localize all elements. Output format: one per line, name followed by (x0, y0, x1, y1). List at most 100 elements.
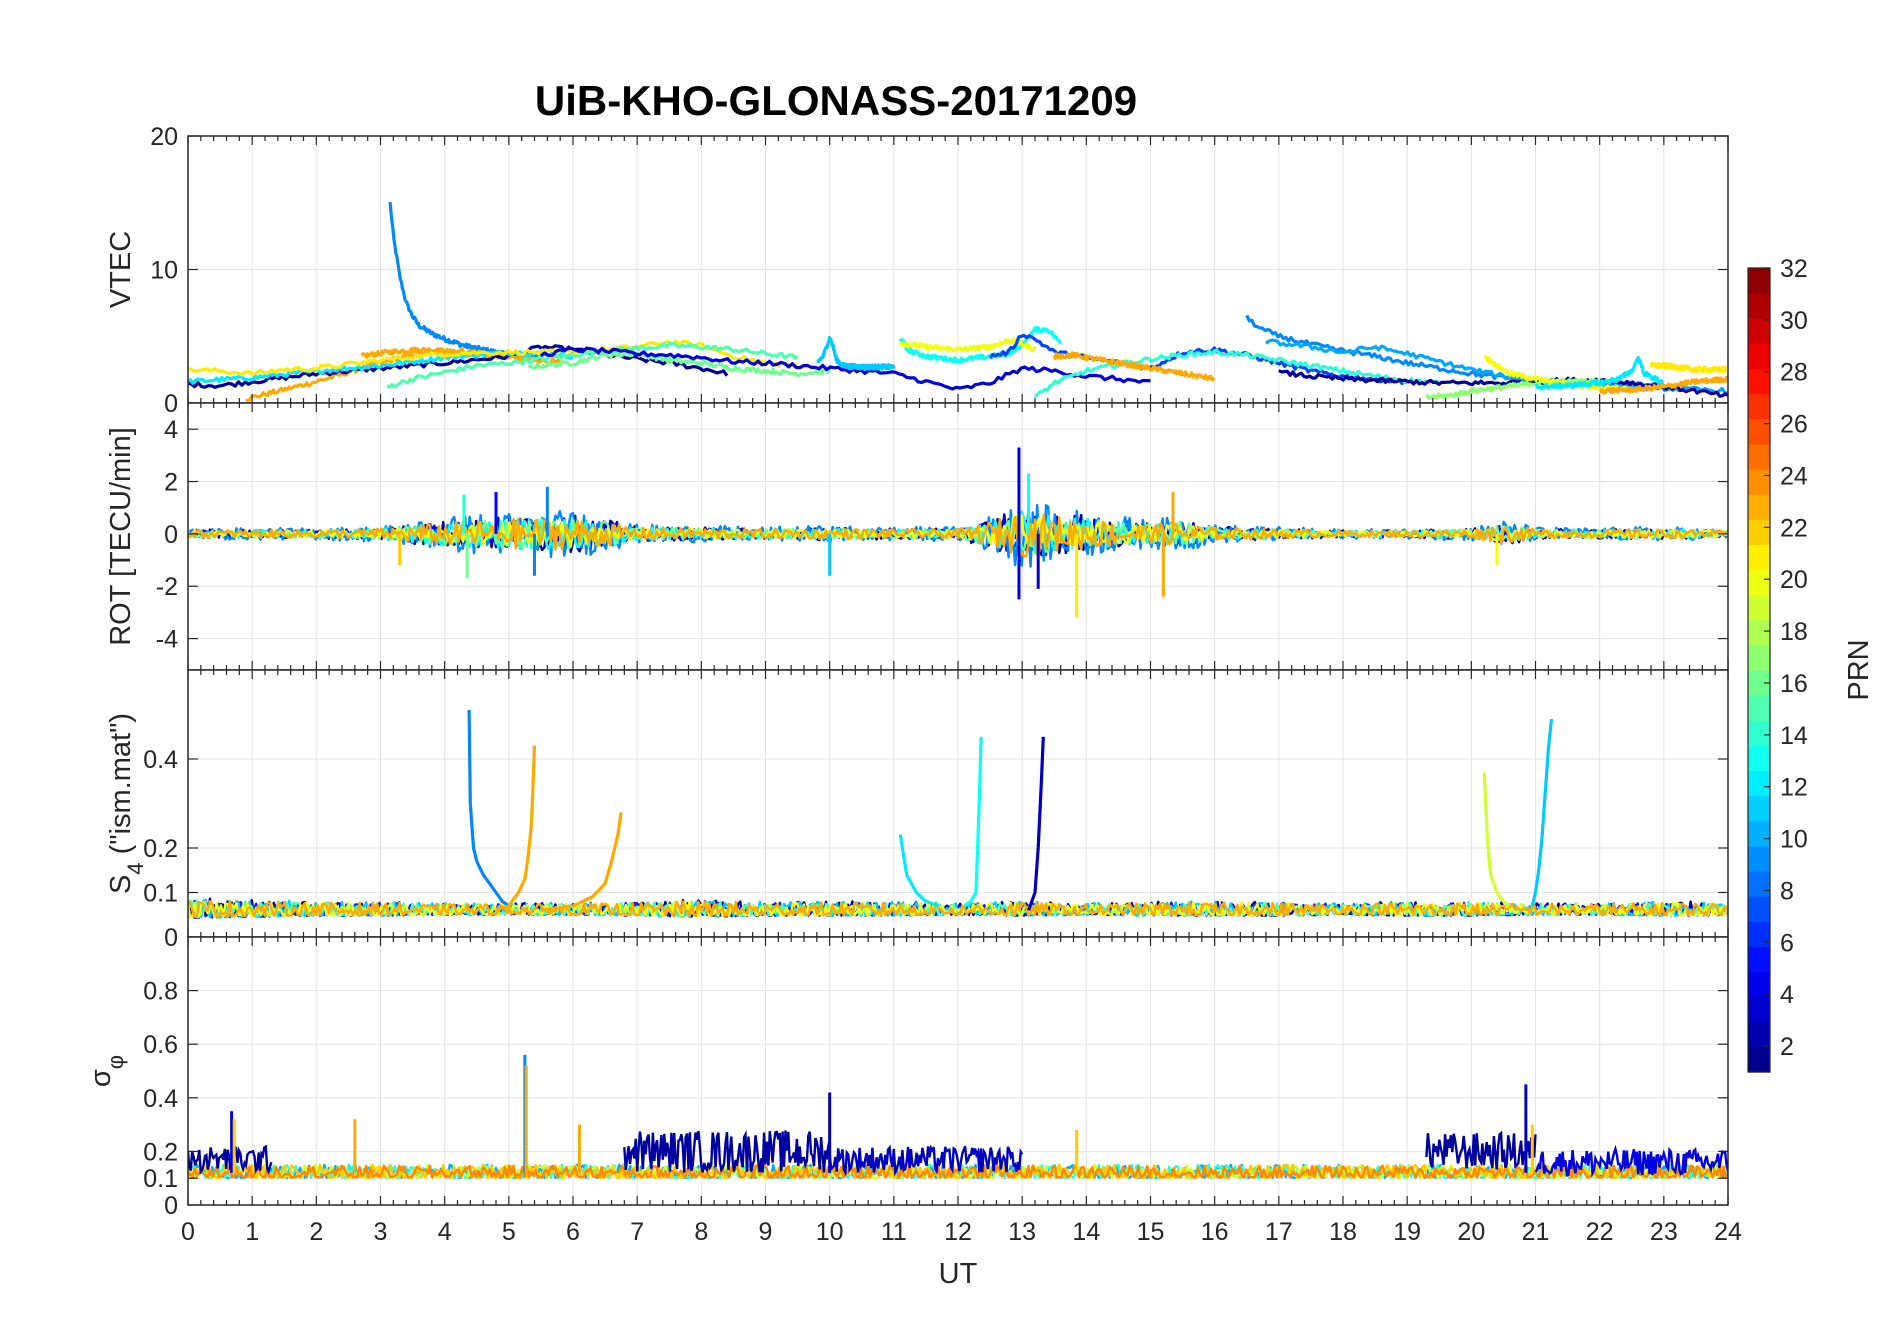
ylabel-rest: ("ism.mat") (105, 713, 137, 862)
x-tick-label: 22 (1586, 1218, 1614, 1246)
colorbar-segment (1748, 795, 1770, 822)
x-tick-label: 0 (181, 1218, 195, 1246)
chart-title: UiB-KHO-GLONASS-20171209 (535, 77, 1137, 124)
colorbar-segment (1748, 368, 1770, 395)
series-line-prn-23-d- (1598, 375, 1728, 395)
curve-line-prn-13 (963, 736, 983, 908)
colorbar-segment (1748, 871, 1770, 897)
colorbar-tick-label: 32 (1780, 255, 1808, 283)
series-line-prn-2 (188, 344, 729, 389)
series-line-prn-11 (815, 336, 896, 371)
x-tick-label: 4 (438, 1218, 452, 1246)
colorbar-segment (1748, 393, 1770, 420)
colorbar-tick-label: 12 (1780, 774, 1808, 802)
colorbar-tick-label: 8 (1780, 877, 1794, 905)
panel-s4-ylabel: S4 ("ism.mat") (105, 713, 148, 894)
series-line-prn-20-b- (1483, 355, 1633, 392)
y-tick-label: 0.1 (143, 880, 178, 908)
panel-vtec: 0 10 20 VTEC (105, 123, 1729, 418)
y-tick-label: 10 (150, 257, 178, 285)
x-tick-label: 24 (1714, 1218, 1742, 1246)
colorbar-segment (1748, 469, 1770, 495)
panel-sigma-data (188, 1054, 1728, 1179)
x-tick-label: 9 (759, 1218, 773, 1246)
colorbar-segment (1748, 896, 1770, 922)
x-tick-label: 20 (1457, 1218, 1485, 1246)
colorbar-segment (1748, 494, 1770, 520)
curve-line-prn-3 (1027, 736, 1045, 911)
colorbar-segment (1748, 318, 1770, 344)
x-tick-label: 13 (1008, 1218, 1036, 1246)
y-tick-label: 0.8 (143, 978, 178, 1006)
panel-rot: -4 -2 0 2 4 ROT [TECU/min] (105, 402, 1729, 671)
x-tick-label: 15 (1137, 1218, 1165, 1246)
series-line-prn-23 (188, 900, 1728, 918)
band-line-prn-4 (1534, 1144, 1728, 1178)
ylabel-subscript: φ (103, 1055, 128, 1069)
x-tick-label: 3 (374, 1218, 388, 1246)
series-line-prn-23 (188, 513, 1728, 558)
panel-s4: 00.10.20.4S4 ("ism.mat") (105, 669, 1729, 952)
colorbar-segment (1748, 343, 1770, 370)
colorbar-segment (1748, 418, 1770, 445)
x-axis-label: UT (939, 1258, 978, 1290)
x-tick-label: 8 (694, 1218, 708, 1246)
x-tick-label: 5 (502, 1218, 516, 1246)
panel-rot-data (188, 447, 1728, 618)
ylabel-main: σ (85, 1069, 117, 1087)
colorbar-frame (1747, 267, 1771, 1073)
colorbar-tick-label: 28 (1780, 359, 1808, 387)
colorbar-segment (1748, 644, 1770, 671)
x-tick-label: 18 (1329, 1218, 1357, 1246)
series-line-prn-22 (188, 1163, 1728, 1179)
curve-line-prn-12 (898, 834, 940, 908)
colorbar-segment (1748, 594, 1770, 621)
x-tick-label: 23 (1650, 1218, 1678, 1246)
colorbar-tick-label: 10 (1780, 826, 1808, 854)
series-line-prn-16 (188, 517, 1728, 553)
colorbar-segment (1748, 519, 1770, 545)
series-line-prn-4 (539, 346, 1151, 391)
y-tick-label: -4 (156, 626, 178, 654)
series-line-prn-13 (898, 325, 1063, 365)
colorbar-segment (1748, 820, 1770, 847)
colorbar-tick-label: 4 (1780, 981, 1794, 1009)
ylabel-subscript: 4 (123, 862, 148, 874)
x-tick-label: 19 (1393, 1218, 1421, 1246)
curve-line-prn-23 (495, 745, 537, 912)
colorbar-segment (1748, 996, 1770, 1023)
x-tick-label: 16 (1201, 1218, 1229, 1246)
series-line-prn-16 (527, 350, 832, 378)
y-tick-label: 2 (164, 469, 178, 497)
series-line-prn-15 (386, 341, 799, 389)
panel-s4-data (188, 709, 1728, 919)
y-tick-label: 20 (150, 123, 178, 151)
series-line-prn-21-b- (1649, 361, 1728, 374)
band-line-prn-3 (828, 1144, 1024, 1177)
panel-vtec-ylabel: VTEC (105, 231, 137, 308)
curve-line-prn-23 (540, 812, 623, 912)
colorbar-tick-label: 24 (1780, 462, 1808, 490)
curve-line-prn-9 (467, 709, 510, 908)
colorbar-tick-label: 16 (1780, 670, 1808, 698)
colorbar-tick-label: 18 (1780, 618, 1808, 646)
x-tick-label: 1 (245, 1218, 259, 1246)
x-tick-label: 10 (816, 1218, 844, 1246)
colorbar-tick-label: 22 (1780, 514, 1808, 542)
x-tick-label: 7 (630, 1218, 644, 1246)
series-line-prn-20 (899, 337, 1037, 353)
colorbar-segment (1748, 619, 1770, 646)
x-tick-label: 2 (309, 1218, 323, 1246)
series-line-prn-12-b- (1534, 355, 1665, 391)
y-tick-label: -2 (156, 573, 178, 601)
series-line-prn-23-c- (1052, 351, 1216, 382)
y-tick-label: 0 (164, 1192, 178, 1220)
y-tick-label: 0.4 (143, 746, 178, 774)
colorbar-segment (1748, 695, 1770, 721)
band-line-prn-2 (188, 1144, 273, 1175)
colorbar-segment (1748, 720, 1770, 746)
colorbar-tick-label: 14 (1780, 722, 1808, 750)
